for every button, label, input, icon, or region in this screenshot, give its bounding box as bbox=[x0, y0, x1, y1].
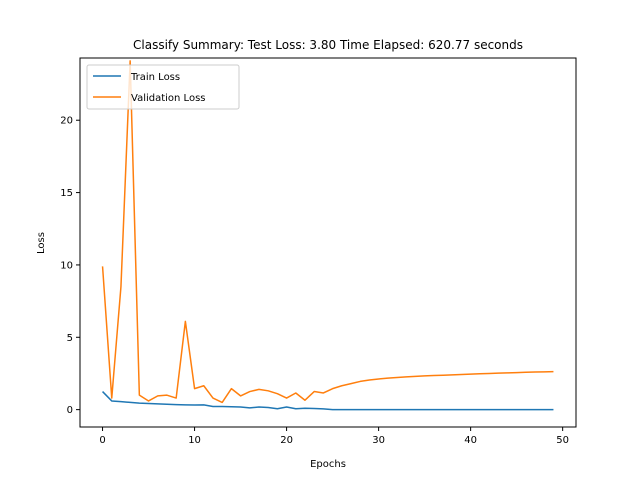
x-tick-label: 40 bbox=[464, 435, 477, 446]
x-axis: 0 10 20 30 40 50 bbox=[99, 427, 569, 446]
y-axis: 0 5 10 15 20 bbox=[60, 116, 80, 416]
legend: Train Loss Validation Loss bbox=[86, 64, 240, 110]
y-tick-label: 0 bbox=[67, 405, 73, 416]
series-line-train-loss bbox=[102, 391, 554, 411]
chart-title: Classify Summary: Test Loss: 3.80 Time E… bbox=[133, 38, 523, 52]
x-tick-label: 20 bbox=[280, 435, 293, 446]
x-tick-label: 0 bbox=[99, 435, 105, 446]
y-tick-label: 20 bbox=[60, 116, 73, 127]
y-axis-label: Loss bbox=[36, 232, 47, 254]
plot-area-frame bbox=[79, 57, 577, 428]
x-tick-label: 50 bbox=[556, 435, 569, 446]
legend-label: Validation Loss bbox=[131, 93, 206, 104]
y-tick-label: 10 bbox=[60, 260, 73, 271]
y-tick-label: 5 bbox=[67, 333, 73, 344]
x-tick-label: 30 bbox=[372, 435, 385, 446]
series-lines bbox=[101, 60, 554, 411]
series-line-validation-loss bbox=[101, 60, 554, 404]
x-tick-label: 10 bbox=[188, 435, 201, 446]
y-tick-label: 15 bbox=[60, 188, 73, 199]
x-axis-label: Epochs bbox=[310, 459, 346, 470]
legend-label: Train Loss bbox=[130, 72, 180, 83]
legend-box bbox=[86, 64, 240, 110]
